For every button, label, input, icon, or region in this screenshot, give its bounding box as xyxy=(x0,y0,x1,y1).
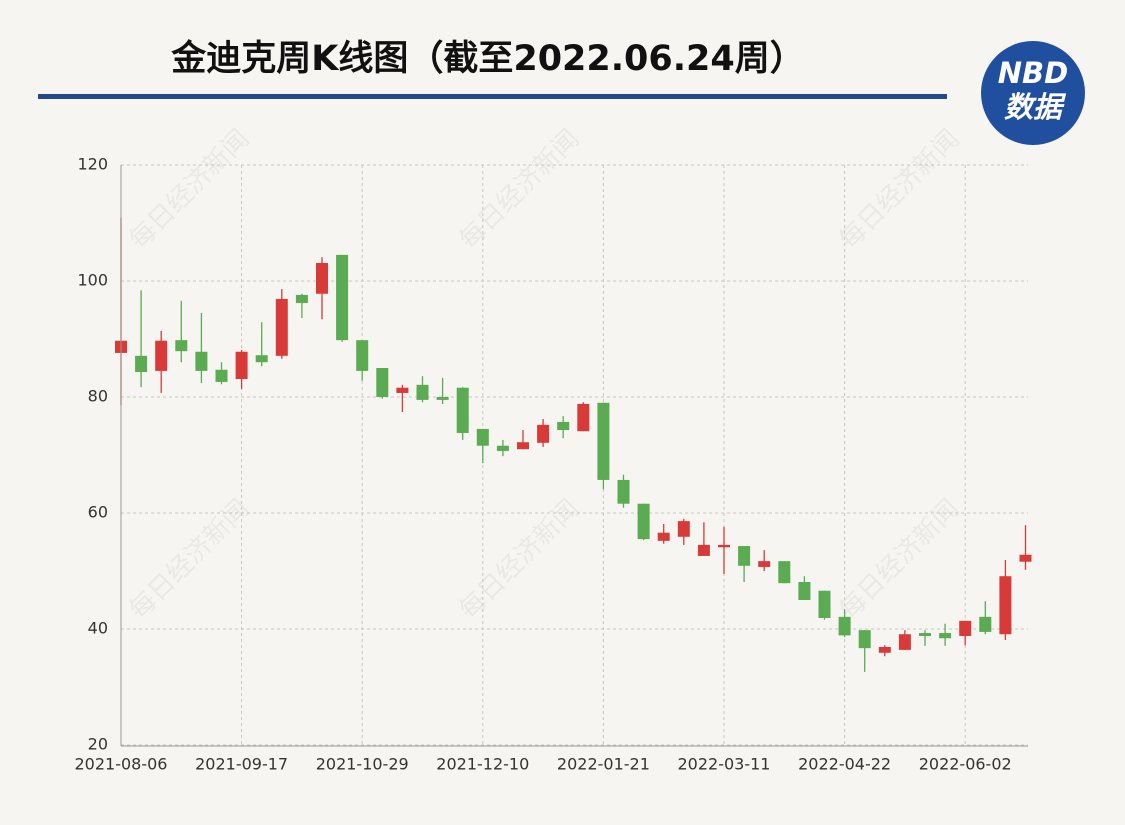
candle-body xyxy=(898,634,911,650)
candle-body xyxy=(336,254,349,341)
logo-top: NBD xyxy=(998,56,1068,90)
candle-body xyxy=(135,355,148,373)
candle-body xyxy=(738,546,751,566)
candle-body xyxy=(858,630,871,649)
candle-body xyxy=(577,403,590,432)
y-tick-label: 20 xyxy=(88,735,108,754)
candle-body xyxy=(718,544,730,548)
candle-body xyxy=(376,368,389,397)
candle-body xyxy=(215,369,228,382)
candle-body xyxy=(959,620,972,636)
y-tick-label: 60 xyxy=(88,503,108,522)
y-tick-label: 80 xyxy=(88,387,108,406)
candle-body xyxy=(155,340,168,371)
y-tick-label: 40 xyxy=(88,619,108,638)
x-tick-label: 2022-01-21 xyxy=(557,755,650,774)
candle-body xyxy=(295,294,308,304)
candle-body xyxy=(517,442,529,450)
candle-body xyxy=(758,561,771,567)
candle-body xyxy=(617,479,630,504)
candle-body xyxy=(496,445,509,451)
candle-body xyxy=(436,397,449,400)
candle-body xyxy=(939,633,952,639)
title-rule xyxy=(38,94,947,99)
candle-body xyxy=(657,532,670,541)
candle-body xyxy=(396,387,409,393)
candle-body xyxy=(316,263,328,294)
candle-body xyxy=(356,340,369,371)
y-tick-label: 100 xyxy=(77,271,108,290)
candle-body xyxy=(778,561,791,584)
candle-body xyxy=(275,298,288,356)
candle-body xyxy=(677,521,690,537)
candle-body xyxy=(838,616,851,636)
candle-body xyxy=(1019,554,1032,562)
x-tick-label: 2021-10-29 xyxy=(316,755,409,774)
candle-body xyxy=(255,355,268,363)
candle-body xyxy=(537,424,550,443)
candle-body xyxy=(175,340,188,352)
logo-badge xyxy=(981,41,1085,145)
candle-body xyxy=(979,616,992,632)
candle-body xyxy=(456,387,469,433)
x-tick-label: 2022-03-11 xyxy=(678,755,771,774)
grid: 20 40 60 80 100 120 2021-08-06 2021-09-17 2021-1… xyxy=(75,155,1028,774)
candle-body xyxy=(878,646,891,653)
candle-body xyxy=(999,576,1012,635)
x-tick-label: 2022-06-02 xyxy=(919,755,1012,774)
chart-title: 金迪克周K线图（截至2022.06.24周） xyxy=(170,38,805,79)
candle-body xyxy=(416,384,429,400)
x-tick-label: 2022-04-22 xyxy=(798,755,891,774)
candle-body xyxy=(818,590,831,618)
candle-body xyxy=(476,428,489,446)
x-tick-label: 2021-08-06 xyxy=(75,755,168,774)
y-tick-label: 120 xyxy=(77,155,108,174)
x-tick-label: 2021-09-17 xyxy=(195,755,288,774)
candle-body xyxy=(798,582,811,600)
candle-body xyxy=(235,351,248,380)
x-tick-label: 2021-12-10 xyxy=(436,755,529,774)
candle-body xyxy=(597,402,610,480)
candle-body xyxy=(557,421,570,431)
candle-body xyxy=(919,633,931,636)
candle-body xyxy=(195,351,208,371)
candle-body xyxy=(697,544,710,556)
candle-body xyxy=(637,503,650,540)
candles xyxy=(115,217,1032,672)
logo-bottom: 数据 xyxy=(1004,90,1067,124)
